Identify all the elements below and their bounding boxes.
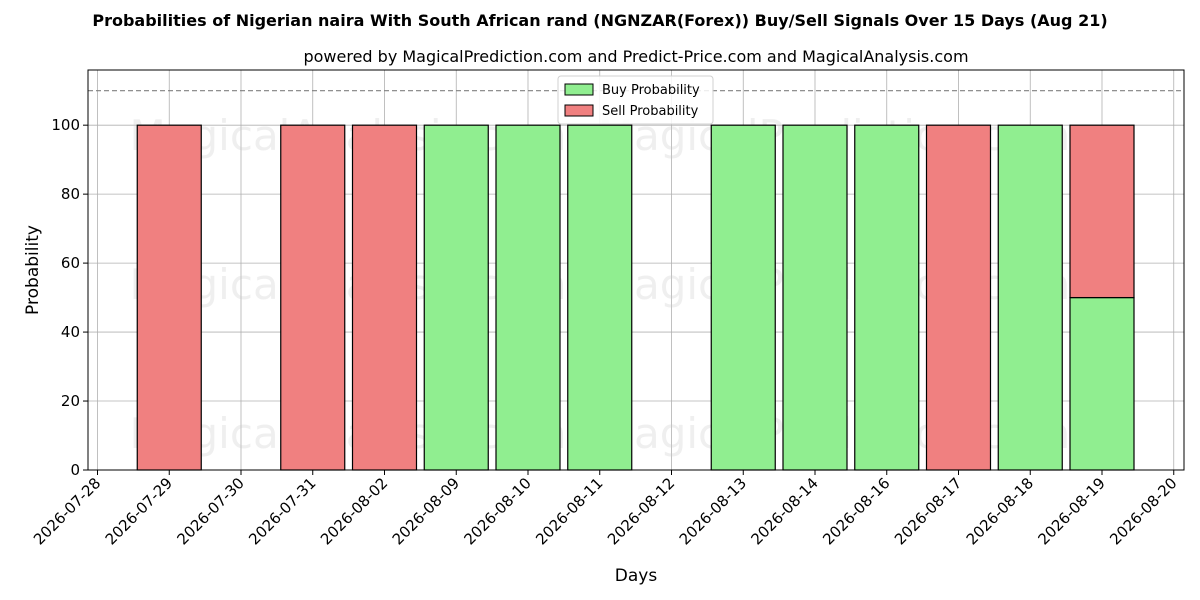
bar-sell xyxy=(136,124,202,471)
x-tick-label: 2026-08-19 xyxy=(1034,474,1108,548)
bar-sell xyxy=(1069,124,1135,299)
x-tick-label: 2026-08-18 xyxy=(963,474,1037,548)
y-tick-label: 100 xyxy=(51,116,80,134)
y-tick-label: 80 xyxy=(61,185,80,203)
bars xyxy=(136,124,1135,471)
x-tick-label: 2026-07-28 xyxy=(30,474,104,548)
x-axis-ticks: 2026-07-282026-07-292026-07-302026-07-31… xyxy=(30,470,1181,548)
legend: Buy Probability Sell Probability xyxy=(557,75,714,125)
y-tick-label: 0 xyxy=(70,461,80,479)
watermark-text: MagicalAnalysis.com xyxy=(130,111,567,160)
x-tick-label: 2026-08-02 xyxy=(317,474,391,548)
y-tick-label: 20 xyxy=(61,392,80,410)
legend-swatch xyxy=(564,83,594,96)
bar-sell xyxy=(925,124,992,471)
x-tick-label: 2026-08-20 xyxy=(1106,474,1180,548)
x-tick-label: 2026-08-09 xyxy=(389,474,463,548)
watermark-text: MagicalAnalysis.com xyxy=(130,409,567,458)
x-tick-label: 2026-07-30 xyxy=(173,474,247,548)
bar-buy xyxy=(495,124,561,471)
x-tick-label: 2026-07-29 xyxy=(102,474,176,548)
x-tick-label: 2026-08-16 xyxy=(819,474,893,548)
chart-subtitle: powered by MagicalPrediction.com and Pre… xyxy=(303,47,968,66)
legend-label: Buy Probability xyxy=(602,83,700,98)
legend-label: Sell Probability xyxy=(602,104,699,119)
bar-buy xyxy=(997,124,1063,471)
x-tick-label: 2026-08-11 xyxy=(532,474,606,548)
watermark-text: MagicalAnalysis.com xyxy=(130,260,567,309)
y-axis-label: Probability xyxy=(23,225,43,315)
legend-box xyxy=(557,75,714,125)
bar-buy xyxy=(854,124,920,471)
y-tick-label: 60 xyxy=(61,254,80,272)
bar-buy xyxy=(1069,296,1135,471)
x-tick-label: 2026-08-17 xyxy=(891,474,965,548)
legend-swatch xyxy=(564,104,594,117)
x-tick-label: 2026-08-10 xyxy=(460,474,534,548)
bar-sell xyxy=(280,124,346,471)
bar-buy xyxy=(782,124,848,471)
bar-buy xyxy=(567,124,633,471)
bar-buy xyxy=(710,124,776,471)
plot-frame xyxy=(87,69,1185,471)
y-tick-label: 40 xyxy=(61,323,80,341)
x-tick-label: 2026-08-14 xyxy=(747,474,821,548)
bar-sell xyxy=(351,124,418,471)
bar-buy xyxy=(423,124,489,471)
y-axis-ticks: 0 20 40 60 80 100 xyxy=(51,116,88,479)
chart-title: Probabilities of Nigerian naira With Sou… xyxy=(92,11,1107,30)
x-tick-label: 2026-08-12 xyxy=(604,474,678,548)
x-axis-label: Days xyxy=(615,566,658,586)
x-tick-label: 2026-07-31 xyxy=(245,474,319,548)
x-tick-label: 2026-08-13 xyxy=(676,474,750,548)
